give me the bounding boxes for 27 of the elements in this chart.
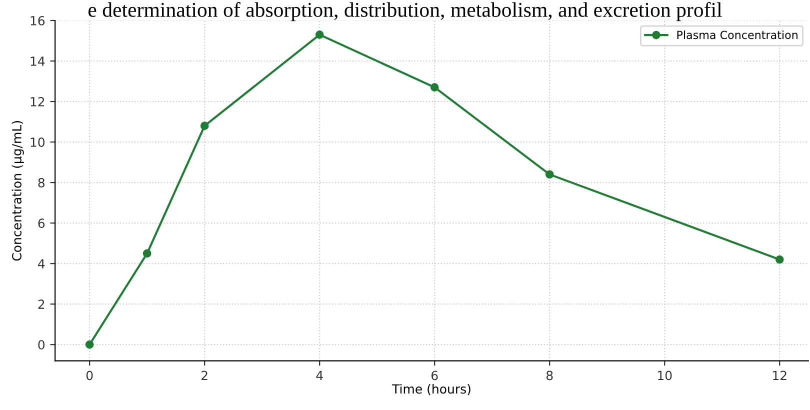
point <box>200 122 209 130</box>
x-tick-label: 0 <box>86 370 93 380</box>
y-tick-label: 14 <box>30 56 45 66</box>
x-tick-label: 6 <box>432 370 438 380</box>
x-axis-title: Time (hours) <box>392 384 470 396</box>
y-tick-label: 6 <box>38 218 45 228</box>
y-tick-label: 4 <box>38 259 45 268</box>
point <box>315 30 324 39</box>
point <box>775 255 784 264</box>
y-tick-label: 0 <box>38 340 45 350</box>
point <box>85 340 94 349</box>
y-tick-label: 10 <box>30 138 45 147</box>
x-tick-label: 12 <box>773 370 786 380</box>
point <box>545 170 554 179</box>
y-tick-label: 8 <box>38 178 44 188</box>
legend-label: Plasma Concentration <box>677 30 798 40</box>
y-tick-label: 12 <box>30 96 44 106</box>
x-tick-label: 10 <box>658 370 672 380</box>
y-tick-label: 16 <box>30 16 45 26</box>
x-tick-label: 8 <box>546 370 553 380</box>
y-tick-label: 2 <box>38 300 44 309</box>
point <box>430 83 439 92</box>
chart-title: e determination of absorption, distribution, metabolism, and excretion profil <box>88 2 722 22</box>
y-axis-title: Concentration (µg/mL) <box>12 121 24 261</box>
x-tick-label: 4 <box>316 370 323 380</box>
x-tick-label: 2 <box>202 370 208 380</box>
point <box>142 249 152 258</box>
